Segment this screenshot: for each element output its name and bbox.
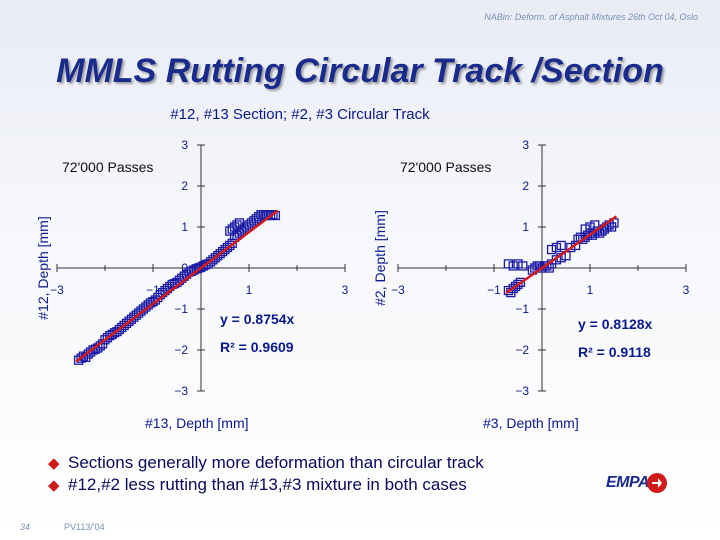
x-tick-label: 1 <box>587 283 594 297</box>
bullet-icon: ◆ <box>48 477 60 494</box>
x-tick-label: 1 <box>246 283 253 297</box>
data-point <box>590 220 600 230</box>
bullet-item: ◆ Sections generally more deformation th… <box>48 452 484 474</box>
data-point <box>570 240 581 251</box>
y-tick-label: 1 <box>181 220 188 234</box>
fit-equation: y = 0.8128x <box>578 316 653 332</box>
x-tick-label: −3 <box>391 283 405 297</box>
trend-line <box>505 215 618 295</box>
y-tick-label: −2 <box>174 343 188 357</box>
fit-equation: y = 0.8754x <box>220 311 295 327</box>
y-tick-label: −2 <box>515 343 529 357</box>
data-point <box>227 238 237 249</box>
y-axis-label: #2, Depth [mm] <box>372 210 388 306</box>
page-title: MMLS Rutting Circular Track /Section <box>56 52 664 90</box>
y-tick-label: −3 <box>174 384 188 398</box>
data-point <box>107 329 117 340</box>
data-point <box>515 277 526 288</box>
bullet-icon: ◆ <box>48 455 60 472</box>
data-point <box>556 240 566 251</box>
data-point <box>508 261 518 271</box>
passes-annotation: 72'000 Passes <box>62 159 153 175</box>
header-note: NABin: Deform. of Asphalt Mixtures 26th … <box>484 12 698 22</box>
data-point <box>513 259 523 269</box>
data-point <box>258 210 269 220</box>
bullet-text: Sections generally more deformation than… <box>68 453 484 472</box>
data-point <box>503 259 514 269</box>
y-axis-label: #12, Depth [mm] <box>35 216 51 320</box>
y-tick-label: 3 <box>522 138 529 152</box>
y-tick-label: −3 <box>515 384 529 398</box>
trend-line <box>75 209 279 363</box>
bullet-item: ◆ #12,#2 less rutting than #13,#3 mixtur… <box>48 474 484 496</box>
data-point <box>102 333 113 343</box>
empa-logo: EMPA <box>606 473 668 493</box>
logo-mark-icon <box>647 473 668 493</box>
bullet-text: #12,#2 less rutting than #13,#3 mixture … <box>68 475 467 494</box>
y-tick-label: 1 <box>522 220 529 234</box>
fit-r-squared: R² = 0.9118 <box>578 344 651 360</box>
page-subtitle: #12, #13 Section; #2, #3 Circular Track <box>170 106 430 123</box>
data-point <box>268 210 278 220</box>
fit-r-squared: R² = 0.9609 <box>220 339 294 355</box>
data-point <box>518 261 528 271</box>
data-point <box>580 224 590 234</box>
y-tick-label: −1 <box>174 302 188 316</box>
data-point <box>234 218 245 228</box>
data-point <box>225 240 235 251</box>
data-point <box>537 263 547 273</box>
x-tick-label: −3 <box>50 283 64 297</box>
data-point <box>253 212 264 222</box>
data-point <box>201 260 211 270</box>
data-point <box>566 242 576 253</box>
data-point <box>551 242 562 253</box>
data-point <box>513 279 523 290</box>
bullet-list: ◆ Sections generally more deformation th… <box>48 452 484 496</box>
x-tick-label: 3 <box>683 283 690 297</box>
x-tick-label: −1 <box>487 283 501 297</box>
x-axis-label: #13, Depth [mm] <box>145 415 249 431</box>
data-point <box>585 222 595 232</box>
data-point <box>232 220 242 230</box>
passes-annotation: 72'000 Passes <box>400 159 491 175</box>
y-tick-label: 3 <box>181 138 188 152</box>
data-point <box>265 210 276 221</box>
page-number: 34 <box>20 522 31 532</box>
y-tick-label: 2 <box>522 179 529 193</box>
data-point <box>109 328 120 338</box>
logo-text: EMPA <box>606 474 650 491</box>
x-axis-label: #3, Depth [mm] <box>483 415 579 431</box>
data-point <box>546 244 557 255</box>
y-tick-label: −1 <box>515 302 529 316</box>
x-tick-label: 3 <box>342 283 349 297</box>
data-point <box>196 262 206 272</box>
footer-id: PV113/'04 <box>64 522 105 532</box>
y-tick-label: 2 <box>181 179 188 193</box>
